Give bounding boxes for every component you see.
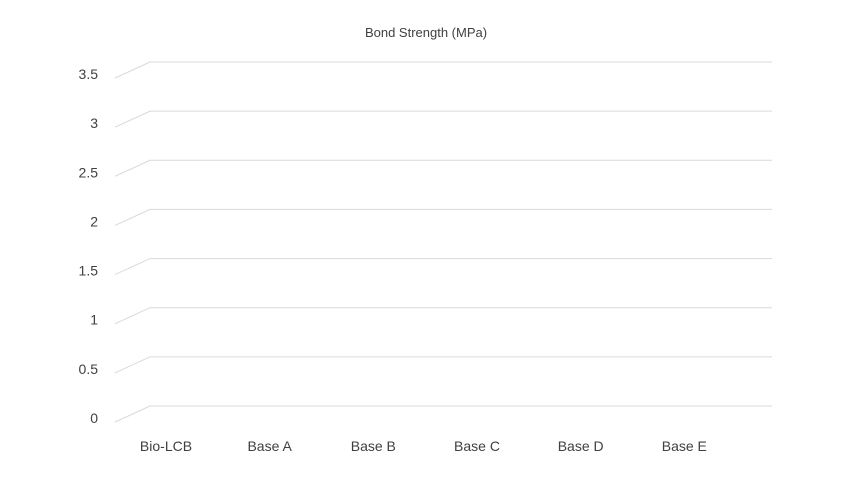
x-category-label: Base B [351, 438, 396, 454]
x-category-label: Base E [662, 438, 707, 454]
x-axis-category-labels: Bio-LCB Base A Base B Base C Base D Base E [140, 438, 707, 454]
gridline [114, 307, 772, 325]
gridline [114, 405, 772, 423]
gridline [114, 356, 772, 374]
y-tick-label: 1 [90, 312, 98, 328]
y-tick-label: 3.5 [79, 66, 99, 82]
chart-title: Bond Strength (MPa) [365, 25, 487, 40]
gridline [114, 258, 772, 276]
gridline [114, 110, 772, 128]
y-tick-label: 2.5 [79, 164, 99, 180]
gridline [114, 159, 772, 177]
y-tick-label: 0.5 [79, 361, 99, 377]
x-category-label: Base C [454, 438, 500, 454]
x-category-label: Bio-LCB [140, 438, 192, 454]
y-tick-label: 3 [90, 115, 98, 131]
gridline [114, 208, 772, 226]
y-tick-label: 2 [90, 213, 98, 229]
y-axis-tick-labels: 0 0.5 1 1.5 2 2.5 3 3.5 [79, 66, 99, 426]
y-tick-label: 1.5 [79, 263, 99, 279]
x-category-label: Base D [558, 438, 604, 454]
x-category-label: Base A [247, 438, 292, 454]
y-tick-label: 0 [90, 410, 98, 426]
gridline [114, 61, 772, 79]
gridlines [114, 61, 772, 423]
